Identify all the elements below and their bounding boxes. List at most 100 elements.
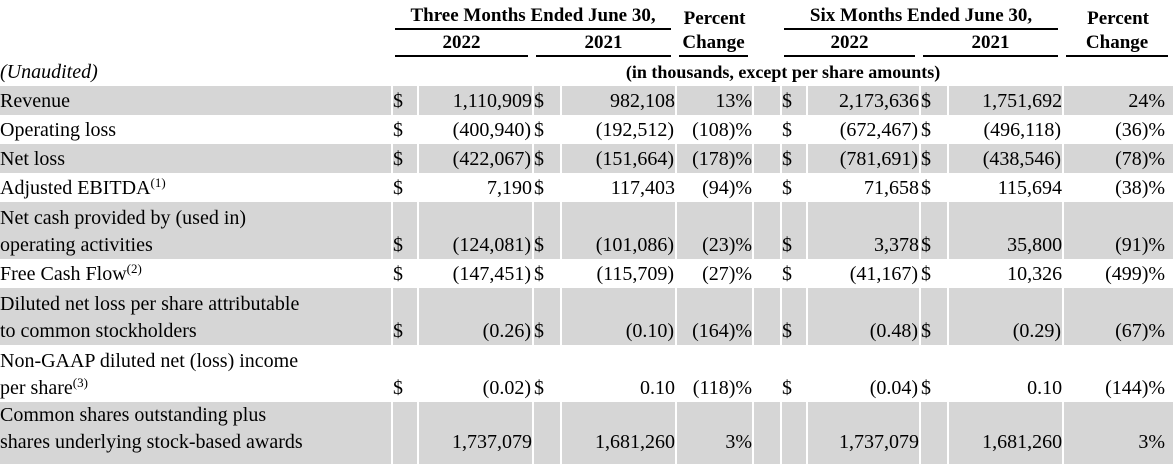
value-cell: (438,546) — [947, 144, 1064, 173]
dollar-sign-cell: $ — [919, 144, 949, 173]
footnote-marker: (2) — [126, 261, 142, 276]
row-label-line: Adjusted EBITDA(1) — [0, 175, 166, 199]
units-caption: (in thousands, except per share amounts) — [390, 57, 1173, 86]
three-months-group-header: Three Months Ended June 30, — [392, 0, 676, 30]
value-cell: (781,691) — [806, 144, 921, 173]
change-header-six-months: Change — [1063, 30, 1173, 57]
column-gap — [752, 259, 782, 288]
corner-spacer — [0, 0, 392, 30]
value-cell: (151,664) — [559, 144, 677, 173]
row-label: Free Cash Flow(2) — [0, 259, 392, 288]
table-row: Common shares outstanding plus shares und… — [0, 402, 1173, 464]
dollar-sign-cell: $ — [919, 173, 949, 202]
column-gap — [752, 115, 782, 144]
row-label-line: shares underlying stock-based awards — [0, 431, 303, 453]
dollar-sign-cell: $ — [919, 259, 949, 288]
dollar-sign-cell: $ — [780, 86, 808, 115]
value-cell: 10,326 — [947, 259, 1064, 288]
row-label-line: Net cash provided by (used in) — [0, 207, 247, 229]
percent-change-cell: (94)% — [675, 173, 754, 202]
dollar-sign-cell — [919, 402, 949, 464]
year-2022-label: 2022 — [395, 32, 528, 57]
column-gap — [752, 202, 782, 259]
dollar-sign-cell: $ — [919, 288, 949, 345]
value-cell: (101,086) — [559, 202, 677, 259]
group-gap — [753, 30, 781, 57]
dollar-sign-cell: $ — [532, 259, 561, 288]
dollar-sign-cell: $ — [919, 86, 949, 115]
percent-change-cell: 3% — [675, 402, 754, 464]
value-cell: 3,378 — [806, 202, 921, 259]
footnote-marker: (1) — [150, 175, 166, 190]
year-2021-header-three-months: 2021 — [533, 30, 676, 57]
dollar-sign-cell: $ — [919, 345, 949, 402]
row-label: Operating loss — [0, 115, 392, 144]
value-cell: (0.48) — [806, 288, 921, 345]
row-label-line: to common stockholders — [0, 320, 197, 342]
year-2022-header-six-months: 2022 — [781, 30, 920, 57]
value-cell: 1,110,909 — [417, 86, 533, 115]
value-cell: (0.29) — [947, 288, 1064, 345]
year-2022-label: 2022 — [784, 32, 916, 57]
value-cell: 982,108 — [559, 86, 677, 115]
percent-change-cell: (108)% — [675, 115, 754, 144]
table-row: Net cash provided by (used in) operating … — [0, 202, 1173, 259]
row-label: Net cash provided by (used in) operating … — [0, 202, 392, 259]
column-gap — [752, 345, 782, 402]
percent-change-cell: (78)% — [1062, 144, 1173, 173]
dollar-sign-cell: $ — [919, 115, 949, 144]
dollar-sign-cell: $ — [391, 86, 418, 115]
dollar-sign-cell: $ — [919, 202, 949, 259]
row-label-line: Diluted net loss per share attributable — [0, 293, 300, 315]
row-label-line: Free Cash Flow(2) — [0, 261, 142, 285]
dollar-sign-cell: $ — [532, 86, 561, 115]
value-cell: 35,800 — [947, 202, 1064, 259]
row-label: Revenue — [0, 86, 392, 115]
value-cell: (192,512) — [559, 115, 677, 144]
six-months-group-label: Six Months Ended June 30, — [784, 5, 1059, 30]
dollar-sign-cell: $ — [391, 345, 418, 402]
row-label-line: Common shares outstanding plus — [0, 404, 267, 426]
value-cell: (0.02) — [417, 345, 533, 402]
row-label: Common shares outstanding plus shares und… — [0, 402, 392, 464]
dollar-sign-cell: $ — [780, 345, 808, 402]
dollar-sign-cell: $ — [391, 144, 418, 173]
header-row-periods: Three Months Ended June 30, Percent Six … — [0, 0, 1173, 30]
value-cell: (0.10) — [559, 288, 677, 345]
percent-change-cell: (178)% — [675, 144, 754, 173]
percent-change-cell: (36)% — [1062, 115, 1173, 144]
footnote-marker: (3) — [72, 375, 88, 390]
table-row: Diluted net loss per share attributable t… — [0, 288, 1173, 345]
dollar-sign-cell: $ — [532, 144, 561, 173]
percent-change-cell: (144)% — [1062, 345, 1173, 402]
value-cell: 0.10 — [947, 345, 1064, 402]
dollar-sign-cell: $ — [532, 173, 561, 202]
dollar-sign-cell: $ — [780, 202, 808, 259]
table-row: Revenue $1,110,909 $982,108 13% $2,173,636 $1… — [0, 86, 1173, 115]
dollar-sign-cell — [391, 402, 418, 464]
change-label: Change — [679, 32, 749, 57]
dollar-sign-cell: $ — [532, 115, 561, 144]
dollar-sign-cell: $ — [391, 288, 418, 345]
dollar-sign-cell: $ — [391, 202, 418, 259]
row-label: Net loss — [0, 144, 392, 173]
header-row-years: 2022 2021 Change 2022 2021 Change — [0, 30, 1173, 57]
dollar-sign-cell — [780, 402, 808, 464]
row-label-line: Non-GAAP diluted net (loss) income — [0, 350, 299, 372]
row-label: Non-GAAP diluted net (loss) income per sh… — [0, 345, 392, 402]
percent-change-cell: 13% — [675, 86, 754, 115]
value-cell: (0.04) — [806, 345, 921, 402]
change-label: Change — [1066, 32, 1169, 57]
value-cell: 2,173,636 — [806, 86, 921, 115]
column-gap — [752, 86, 782, 115]
value-cell: (400,940) — [417, 115, 533, 144]
row-label-line: Revenue — [0, 90, 70, 112]
change-header-three-months: Change — [676, 30, 753, 57]
value-cell: 1,737,079 — [806, 402, 921, 464]
percent-change-cell: 24% — [1062, 86, 1173, 115]
dollar-sign-cell: $ — [780, 259, 808, 288]
percent-change-cell: (91)% — [1062, 202, 1173, 259]
dollar-sign-cell: $ — [391, 173, 418, 202]
value-cell: (124,081) — [417, 202, 533, 259]
